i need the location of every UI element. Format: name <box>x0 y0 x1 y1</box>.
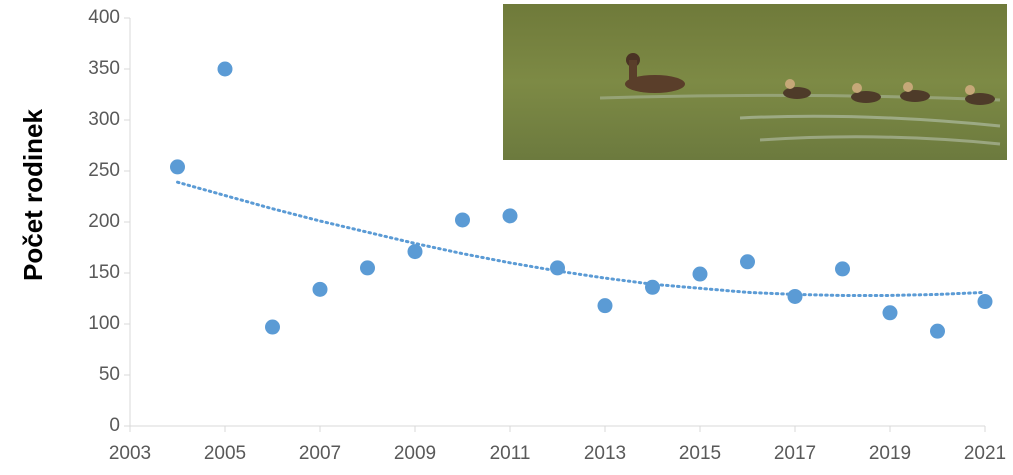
data-point <box>407 244 423 260</box>
data-point <box>692 266 708 282</box>
x-tick-label: 2021 <box>964 443 1006 464</box>
x-tick-label: 2007 <box>299 443 341 464</box>
x-tick-label: 2019 <box>869 443 911 464</box>
data-point <box>550 260 565 276</box>
inset-photo <box>503 4 1007 160</box>
y-tick-label: 150 <box>88 262 120 283</box>
data-point <box>977 294 993 310</box>
x-tick-label: 2003 <box>109 443 151 464</box>
y-tick-label: 0 <box>109 415 120 436</box>
y-tick-label: 300 <box>88 109 120 130</box>
data-point <box>170 159 185 175</box>
data-point <box>787 288 803 304</box>
data-point <box>645 279 660 295</box>
y-axis-label: Počet rodinek <box>18 108 48 280</box>
trendline <box>176 180 987 297</box>
x-tick-label: 2015 <box>679 443 721 464</box>
x-tick-label: 2013 <box>584 443 626 464</box>
y-tick-label: 350 <box>88 58 120 79</box>
data-point <box>502 208 518 224</box>
y-tick-label: 50 <box>99 364 120 385</box>
y-tick-label: 200 <box>88 211 120 232</box>
data-point <box>882 305 898 321</box>
data-point <box>930 323 945 339</box>
data-point <box>835 261 850 277</box>
y-tick-label: 400 <box>88 7 120 28</box>
data-point <box>217 61 233 77</box>
x-tick-label: 2009 <box>394 443 436 464</box>
data-point <box>740 254 755 270</box>
x-tick-label: 2017 <box>774 443 816 464</box>
x-tick-label: 2005 <box>204 443 246 464</box>
data-point <box>360 260 375 276</box>
y-tick-label: 250 <box>88 160 120 181</box>
data-point <box>312 281 328 297</box>
y-tick-label: 100 <box>88 313 120 334</box>
data-point <box>455 212 470 228</box>
data-point <box>597 298 613 314</box>
data-point <box>265 319 280 335</box>
x-tick-label: 2011 <box>490 443 531 464</box>
